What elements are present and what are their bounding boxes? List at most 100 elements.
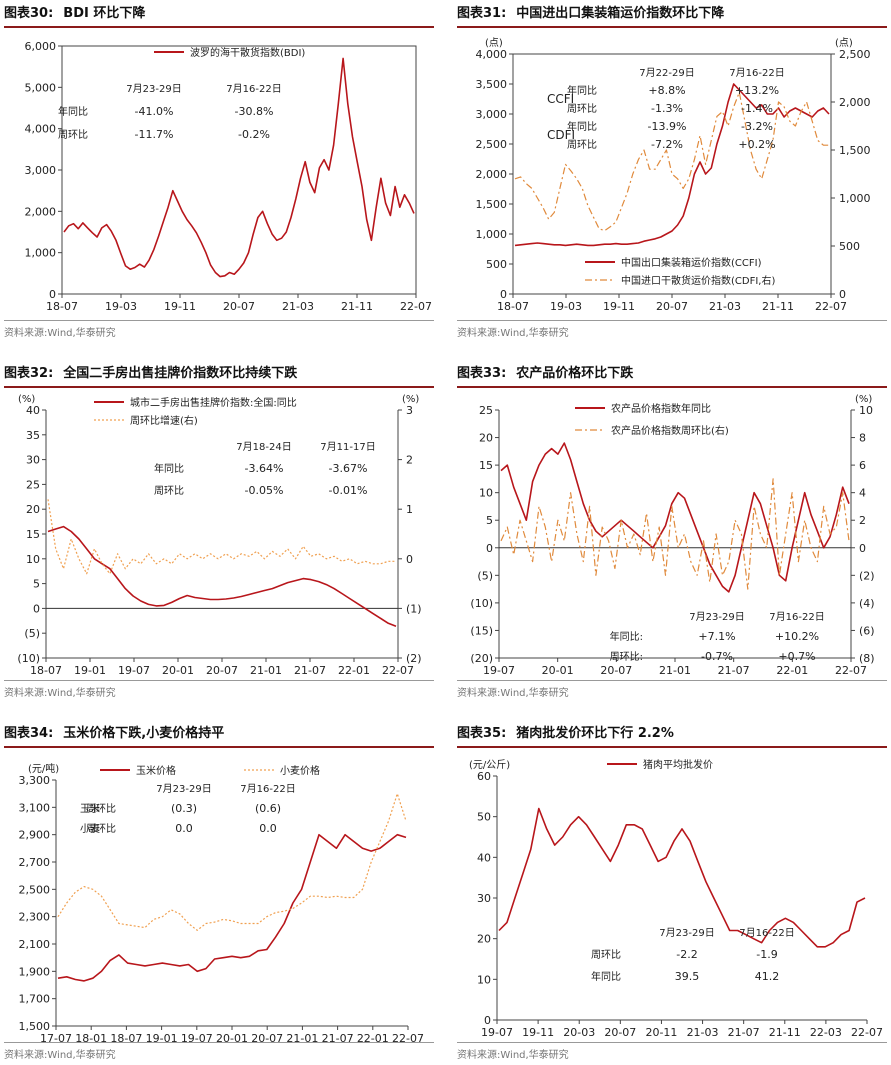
legend-label: 城市二手房出售挂牌价指数:全国:同比 <box>130 396 297 409</box>
x-tick-label: 19-07 <box>483 664 515 677</box>
x-tick-label: 22-07 <box>835 664 867 677</box>
table-row-label: 周环比 <box>591 949 621 961</box>
series-line-0 <box>498 807 866 948</box>
y-tick-label: 0 <box>486 542 493 555</box>
legend-label: 波罗的海干散货指数(BDI) <box>190 46 305 59</box>
panel-title: 图表35: 猪肉批发价环比下行 2.2% <box>457 724 887 748</box>
y-tick-label: 25 <box>26 478 40 491</box>
y-right-tick-label: (8) <box>859 652 875 665</box>
x-tick-label: 22-07 <box>392 1032 424 1045</box>
x-tick-label: 22-01 <box>776 664 808 677</box>
chart-title: 农产品价格环比下跌 <box>516 366 634 381</box>
x-tick-label: 17-07 <box>40 1032 72 1045</box>
legend-label: 农产品价格指数年同比 <box>611 402 711 415</box>
source-note: 资料来源:Wind,华泰研究 <box>4 1042 434 1061</box>
y-tick-label: 25 <box>479 404 493 417</box>
panel-title: 图表32: 全国二手房出售挂牌价指数环比持续下跌 <box>4 364 434 388</box>
y-tick-label: 2,000 <box>25 205 57 218</box>
y-tick-label: 5 <box>486 514 493 527</box>
x-tick-label: 20-07 <box>604 1026 636 1039</box>
x-tick-label: 19-11 <box>603 300 635 313</box>
x-tick-label: 21-07 <box>718 664 750 677</box>
legend-label: 周环比增速(右) <box>130 414 198 427</box>
table-value: +13.2% <box>735 84 779 97</box>
y-tick-label: 2,900 <box>19 829 51 842</box>
y-tick-label: 4,000 <box>25 123 57 136</box>
y-tick-label: 3,000 <box>476 108 508 121</box>
y-tick-label: 30 <box>26 454 40 467</box>
table-col-header: 7月22-29日 <box>639 67 694 79</box>
y-right-tick-label: 0 <box>859 542 866 555</box>
table-col-header: 7月23-29日 <box>659 927 714 939</box>
y-tick-label: 3,000 <box>25 164 57 177</box>
x-tick-label: 21-03 <box>709 300 741 313</box>
y-tick-label: 10 <box>477 973 491 986</box>
x-tick-label: 18-07 <box>30 664 62 677</box>
series-line-1 <box>514 91 829 232</box>
x-tick-label: 18-01 <box>75 1032 107 1045</box>
y-tick-label: 50 <box>477 811 491 824</box>
series-line-0 <box>47 525 397 628</box>
legend-label: 猪肉平均批发价 <box>643 758 713 771</box>
x-tick-label: 19-07 <box>118 664 150 677</box>
table-value: -0.01% <box>329 484 368 497</box>
chart-title: 全国二手房出售挂牌价指数环比持续下跌 <box>63 366 298 381</box>
y-tick-label: 1,500 <box>19 1020 51 1033</box>
table-row-label: 周环比 <box>86 823 116 835</box>
series-line-0 <box>57 833 407 982</box>
x-tick-label: 22-01 <box>357 1032 389 1045</box>
y-right-tick-label: 2 <box>406 454 413 467</box>
y-tick-label: 10 <box>26 553 40 566</box>
table-row-label: 年同比 <box>567 84 597 97</box>
x-tick-label: 20-01 <box>216 1032 248 1045</box>
y-tick-label: 10 <box>479 487 493 500</box>
legend-label: 农产品价格指数周环比(右) <box>611 424 729 437</box>
y-tick-label: 3,300 <box>19 774 51 787</box>
y-right-axis-unit: (点) <box>835 37 853 49</box>
x-tick-label: 21-07 <box>294 664 326 677</box>
table-value: 41.2 <box>755 970 780 983</box>
table-value: -3.64% <box>245 462 284 475</box>
table-value: +0.7% <box>778 650 815 663</box>
table-value: -7.2% <box>651 138 683 151</box>
panel-pork: 图表35: 猪肉批发价环比下行 2.2% 0 10 20 30 40 50 60 (元/公斤) 1… <box>457 724 887 1061</box>
y-right-tick-label: 0 <box>839 288 846 301</box>
y-right-tick-label: (1) <box>406 602 422 615</box>
table-col-header: 7月18-24日 <box>236 441 291 453</box>
table-value: 0.0 <box>175 822 193 835</box>
table-value: -0.7% <box>701 650 733 663</box>
y-tick-label: 500 <box>486 258 507 271</box>
x-tick-label: 20-07 <box>251 1032 283 1045</box>
y-right-tick-label: 2,000 <box>839 96 871 109</box>
table-group-label: CDFI <box>547 128 575 142</box>
x-tick-label: 21-03 <box>282 300 314 313</box>
table-value: -11.7% <box>135 128 174 141</box>
legend-label: 中国出口集装箱运价指数(CCFI) <box>621 256 762 269</box>
table-group-label: 玉米 <box>80 802 100 815</box>
table-col-header: 7月23-29日 <box>126 83 181 95</box>
y-tick-label: 1,000 <box>25 247 57 260</box>
table-col-header: 7月16-22日 <box>769 611 824 623</box>
x-tick-label: 19-07 <box>181 1032 213 1045</box>
y-tick-label: 30 <box>477 892 491 905</box>
legend-label: 玉米价格 <box>136 764 176 777</box>
x-tick-label: 22-07 <box>382 664 414 677</box>
y-tick-label: 20 <box>26 503 40 516</box>
y-right-tick-label: 2,500 <box>839 48 871 61</box>
table-value: -3.67% <box>329 462 368 475</box>
x-tick-label: 21-07 <box>322 1032 354 1045</box>
y-axis-unit: (元/吨) <box>28 762 59 775</box>
y-tick-label: 1,700 <box>19 993 51 1006</box>
table-col-header: 7月23-29日 <box>156 783 211 795</box>
y-right-tick-label: 500 <box>839 240 860 253</box>
table-col-header: 7月16-22日 <box>729 67 784 79</box>
x-tick-label: 20-01 <box>162 664 194 677</box>
y-tick-label: 4,000 <box>476 48 508 61</box>
x-tick-label: 21-11 <box>762 300 794 313</box>
table-value: -13.9% <box>648 120 687 133</box>
chart-number: 图表35: <box>457 726 507 741</box>
y-tick-label: 3,100 <box>19 801 51 814</box>
y-tick-label: (5) <box>24 627 40 640</box>
chart-number: 图表33: <box>457 366 507 381</box>
y-tick-label: 35 <box>26 429 40 442</box>
